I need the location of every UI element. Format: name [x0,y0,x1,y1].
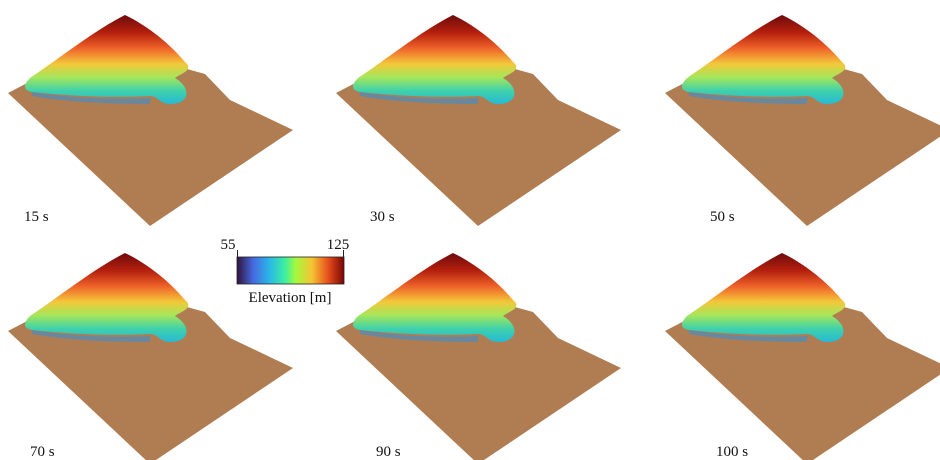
panel-label: 15 s [24,209,49,225]
panel [8,15,293,226]
colorbar-min: 55 [221,237,236,253]
panel [336,15,621,226]
panel [665,15,940,226]
colorbar [237,257,344,284]
panel [336,253,621,460]
panel-label: 90 s [376,444,401,460]
panel-label: 50 s [710,209,735,225]
figure: 15 s 30 s 50 s 70 s 90 s 100 s 55 125 El… [0,0,940,460]
panel-label: 100 s [716,444,748,460]
colorbar-max: 125 [327,237,350,253]
panel [665,253,940,460]
panel-label: 30 s [370,209,395,225]
colorbar-label: Elevation [m] [249,290,332,306]
panel-label: 70 s [30,444,55,460]
